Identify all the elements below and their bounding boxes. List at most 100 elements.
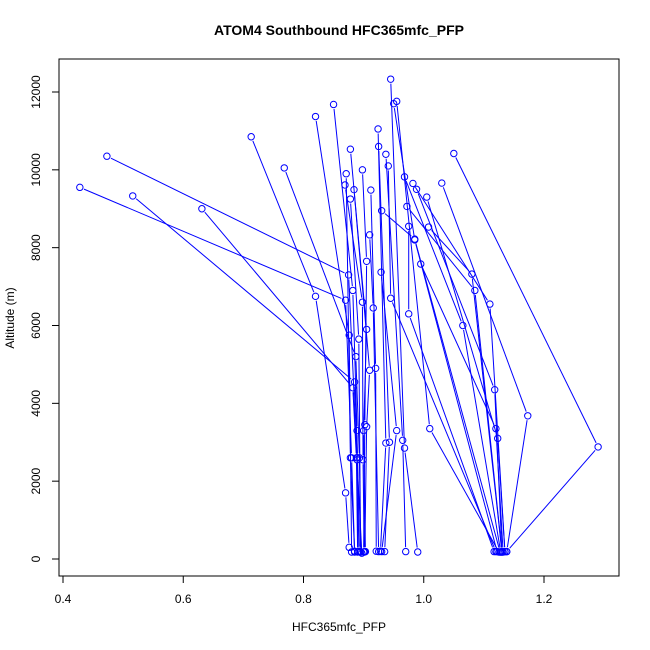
data-point — [409, 179, 417, 188]
series-segment — [471, 278, 502, 548]
data-point — [349, 286, 357, 295]
data-point — [346, 454, 355, 462]
y-tick-label: 10000 — [29, 153, 43, 187]
series-segment — [361, 306, 364, 456]
data-point — [377, 547, 386, 556]
x-tick-label: 1.0 — [415, 592, 432, 606]
data-point — [386, 294, 395, 302]
series-profile — [384, 162, 500, 556]
data-point — [352, 352, 360, 361]
data-point — [382, 150, 390, 158]
data-point — [359, 548, 368, 556]
data-point — [400, 173, 409, 181]
series-segment — [497, 442, 506, 548]
series-profile — [374, 142, 394, 556]
series-segment — [363, 429, 366, 548]
y-axis: 0 2000 4000 6000 8000 10000 12000 — [29, 75, 60, 562]
series-segment — [333, 108, 353, 287]
data-point — [490, 386, 499, 394]
series-segment — [366, 374, 370, 423]
series-segment — [409, 317, 494, 548]
series-segment — [495, 433, 504, 548]
data-point — [403, 202, 411, 211]
series-segment — [135, 198, 352, 380]
data-point — [367, 186, 375, 194]
x-axis-label: HFC365mfc_PFP — [292, 620, 386, 634]
series-segment — [384, 213, 412, 237]
series-segment — [345, 189, 363, 298]
series-segment — [345, 178, 351, 454]
series-profile — [103, 152, 366, 557]
data-point — [341, 296, 350, 304]
series-segment — [417, 193, 494, 386]
data-point — [369, 304, 377, 312]
series-segment — [364, 431, 368, 548]
data-point — [346, 145, 355, 153]
data-point — [412, 185, 421, 193]
data-point — [345, 543, 353, 552]
data-point — [103, 152, 111, 160]
y-tick-label: 12000 — [29, 75, 43, 109]
series-segment — [380, 447, 387, 547]
y-tick-label: 8000 — [29, 234, 43, 261]
series-segment — [83, 188, 342, 299]
series-profile — [76, 183, 359, 556]
series-segment — [315, 120, 350, 331]
series-segment — [384, 446, 390, 548]
data-point — [358, 298, 367, 306]
series-segment — [350, 203, 360, 335]
data-point — [76, 183, 84, 192]
y-tick-label: 2000 — [29, 467, 43, 494]
data-point — [400, 444, 409, 452]
data-point — [362, 257, 371, 265]
data-point — [380, 547, 389, 556]
data-point — [471, 286, 479, 295]
series-segment — [315, 300, 346, 489]
series-profile — [350, 185, 374, 556]
data-point — [350, 185, 358, 194]
series-segment — [204, 211, 351, 385]
data-point — [374, 125, 382, 133]
data-point — [414, 548, 422, 556]
series-segment — [110, 157, 345, 274]
data-point — [411, 235, 419, 243]
series-profile — [329, 100, 362, 556]
series-segment — [362, 174, 367, 257]
data-point — [424, 223, 433, 231]
series-segment — [357, 462, 360, 547]
series-segment — [348, 279, 358, 456]
data-point — [405, 222, 413, 230]
series-segment — [345, 497, 350, 543]
series-profile — [405, 222, 498, 556]
series-segment — [427, 201, 497, 435]
data-point — [365, 366, 374, 374]
data-point — [361, 421, 369, 429]
series-segment — [509, 449, 596, 549]
data-point — [345, 331, 353, 339]
data-point — [384, 162, 392, 170]
series-segment — [415, 243, 500, 548]
series-profile — [438, 179, 532, 556]
data-point — [129, 192, 137, 200]
series-layer — [76, 75, 602, 557]
data-point — [524, 412, 532, 420]
series-segment — [455, 157, 597, 444]
series-profile — [377, 206, 504, 556]
x-tick-label: 0.4 — [55, 592, 72, 606]
data-point — [423, 193, 431, 201]
data-point — [377, 206, 386, 215]
data-point — [382, 439, 390, 447]
series-segment — [356, 435, 359, 548]
series-segment — [352, 392, 357, 454]
data-point — [438, 179, 446, 187]
series-profile — [247, 133, 353, 552]
series-profile — [346, 195, 365, 556]
series-segment — [378, 150, 390, 438]
data-point — [247, 133, 255, 141]
series-segment — [381, 434, 397, 548]
data-point — [459, 321, 467, 330]
series-segment — [422, 267, 495, 425]
data-point — [365, 231, 374, 239]
series-segment — [404, 452, 418, 548]
